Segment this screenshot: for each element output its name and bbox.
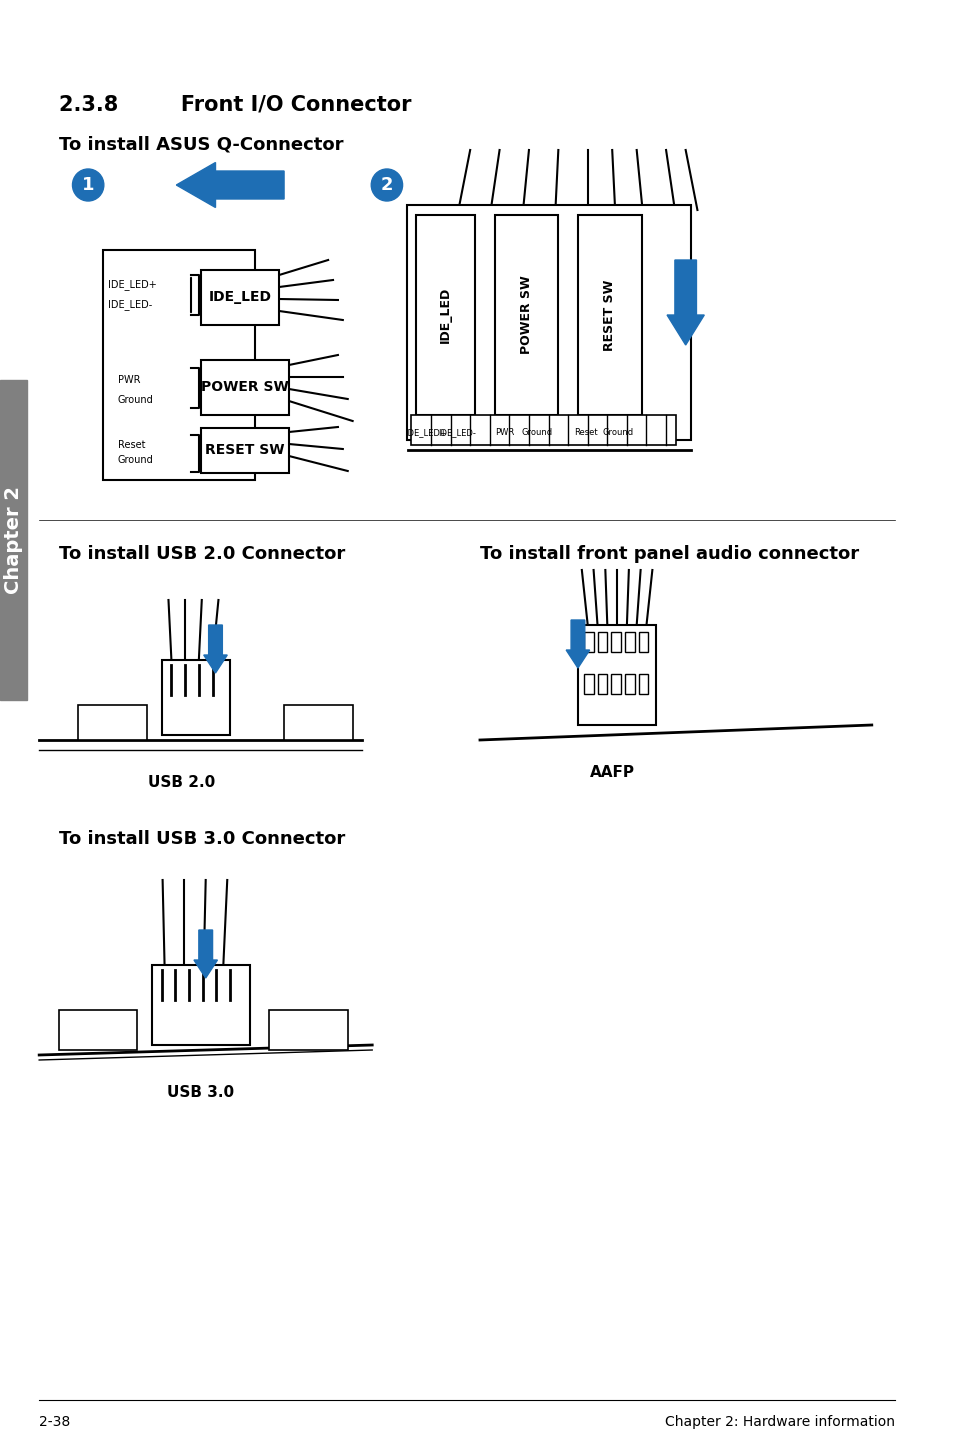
Circle shape (72, 170, 104, 201)
FancyBboxPatch shape (200, 360, 289, 416)
Text: Ground: Ground (117, 395, 153, 406)
FancyBboxPatch shape (78, 705, 147, 741)
Text: RESET SW: RESET SW (205, 443, 284, 457)
Text: AAFP: AAFP (589, 765, 634, 779)
Text: Ground: Ground (117, 454, 153, 464)
FancyBboxPatch shape (638, 674, 648, 695)
Text: POWER SW: POWER SW (519, 276, 532, 354)
Circle shape (371, 170, 402, 201)
FancyBboxPatch shape (406, 206, 690, 440)
Text: To install USB 3.0 Connector: To install USB 3.0 Connector (59, 830, 345, 848)
Text: Ground: Ground (520, 429, 552, 437)
Text: 2: 2 (380, 175, 393, 194)
FancyBboxPatch shape (200, 270, 279, 325)
Text: IDE_LED+: IDE_LED+ (405, 429, 447, 437)
FancyBboxPatch shape (416, 216, 475, 416)
Text: Chapter 2: Chapter 2 (4, 486, 23, 594)
FancyBboxPatch shape (597, 674, 607, 695)
Text: To install front panel audio connector: To install front panel audio connector (479, 545, 859, 564)
Text: Reset: Reset (574, 429, 597, 437)
Text: To install ASUS Q-Connector: To install ASUS Q-Connector (59, 135, 343, 152)
FancyBboxPatch shape (624, 674, 634, 695)
Text: IDE_LED: IDE_LED (209, 290, 272, 303)
Text: IDE_LED-: IDE_LED- (108, 299, 152, 311)
Text: IDE_LED-: IDE_LED- (438, 429, 476, 437)
FancyBboxPatch shape (597, 631, 607, 651)
Text: To install USB 2.0 Connector: To install USB 2.0 Connector (59, 545, 345, 564)
FancyArrow shape (565, 620, 589, 669)
FancyBboxPatch shape (624, 631, 634, 651)
FancyBboxPatch shape (200, 429, 289, 473)
FancyBboxPatch shape (583, 674, 593, 695)
FancyArrow shape (176, 162, 284, 207)
FancyBboxPatch shape (284, 705, 353, 741)
Text: IDE_LED: IDE_LED (438, 286, 452, 344)
Text: USB 3.0: USB 3.0 (167, 1086, 234, 1100)
FancyBboxPatch shape (578, 216, 641, 416)
Text: 1: 1 (82, 175, 94, 194)
FancyBboxPatch shape (269, 1009, 348, 1050)
Text: USB 2.0: USB 2.0 (148, 775, 214, 789)
FancyBboxPatch shape (495, 216, 558, 416)
Text: PWR: PWR (117, 375, 140, 385)
FancyBboxPatch shape (578, 626, 656, 725)
FancyArrow shape (193, 930, 217, 978)
Text: RESET SW: RESET SW (602, 279, 615, 351)
Text: POWER SW: POWER SW (201, 380, 289, 394)
FancyArrow shape (666, 260, 703, 345)
FancyBboxPatch shape (611, 674, 620, 695)
Text: PWR: PWR (495, 429, 514, 437)
Text: IDE_LED+: IDE_LED+ (108, 279, 156, 290)
FancyBboxPatch shape (161, 660, 230, 735)
FancyBboxPatch shape (611, 631, 620, 651)
Text: 2.3.8   Front I/O Connector: 2.3.8 Front I/O Connector (59, 95, 411, 115)
Text: Reset: Reset (117, 440, 145, 450)
FancyBboxPatch shape (152, 965, 250, 1045)
Text: Ground: Ground (602, 429, 633, 437)
FancyBboxPatch shape (638, 631, 648, 651)
FancyBboxPatch shape (103, 250, 254, 480)
FancyBboxPatch shape (59, 1009, 137, 1050)
FancyArrow shape (204, 626, 227, 673)
FancyBboxPatch shape (583, 631, 593, 651)
Text: Chapter 2: Hardware information: Chapter 2: Hardware information (664, 1415, 894, 1429)
Text: 2-38: 2-38 (39, 1415, 71, 1429)
FancyBboxPatch shape (411, 416, 675, 444)
Bar (0, 380, 28, 700)
